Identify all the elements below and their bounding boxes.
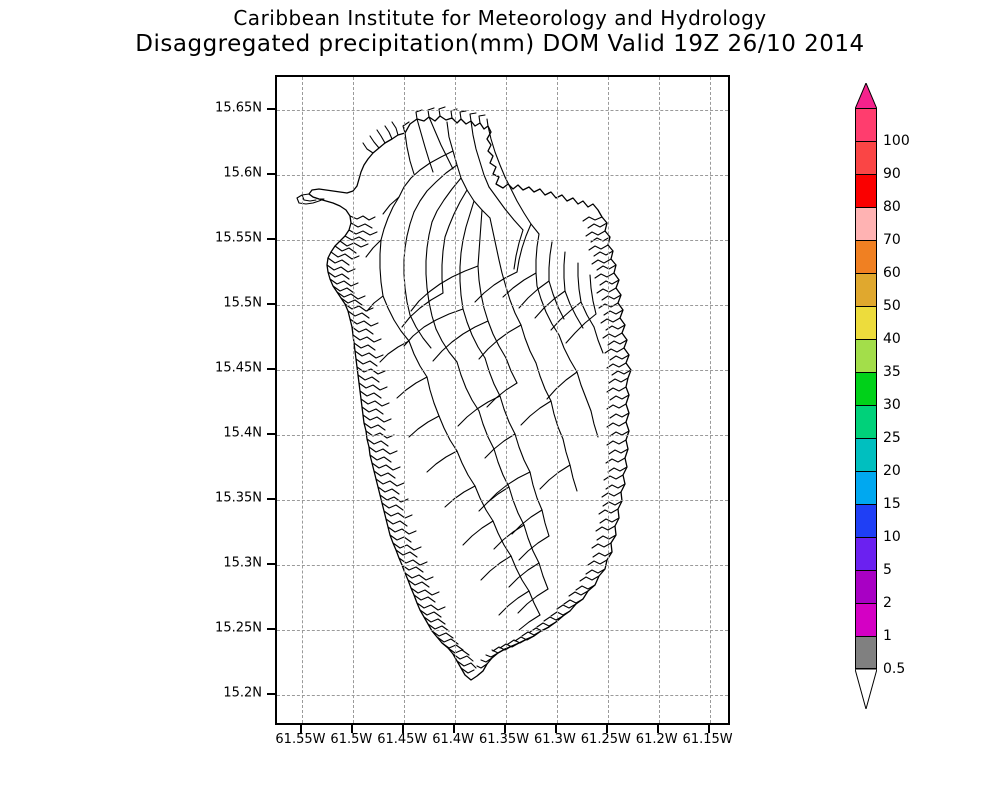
- lon-axis-label: 61.4W: [432, 732, 475, 747]
- lat-tick: [267, 237, 275, 240]
- colorbar-tick-label: 1: [883, 628, 892, 644]
- lat-tick: [267, 367, 275, 370]
- gridline-vertical: [556, 77, 558, 723]
- lat-tick: [267, 302, 275, 305]
- colorbar-band: [855, 603, 877, 636]
- gridline-vertical: [455, 77, 457, 723]
- gridline-vertical: [302, 77, 304, 723]
- gridline-vertical: [353, 77, 355, 723]
- lon-tick: [554, 725, 557, 733]
- colorbar-under-arrow: [855, 669, 877, 709]
- lon-tick: [453, 725, 456, 733]
- colorbar-band: [855, 240, 877, 273]
- lon-axis-label: 61.35W: [478, 732, 530, 747]
- lat-tick: [267, 107, 275, 110]
- lat-tick: [267, 432, 275, 435]
- lon-tick: [707, 725, 710, 733]
- colorbar-tick-label: 80: [883, 199, 901, 215]
- lon-axis-label: 61.25W: [580, 732, 631, 747]
- lat-axis-label: 15.65N: [215, 100, 262, 115]
- title-block: Caribbean Institute for Meteorology and …: [0, 6, 1000, 58]
- colorbar-band: [855, 504, 877, 537]
- lon-tick: [300, 725, 303, 733]
- lon-tick: [351, 725, 354, 733]
- lon-tick: [504, 725, 507, 733]
- colorbar-band: [855, 273, 877, 306]
- gridline-vertical: [404, 77, 406, 723]
- gridline-horizontal: [277, 109, 728, 111]
- colorbar-band: [855, 471, 877, 504]
- gridline-horizontal: [277, 694, 728, 696]
- lat-tick: [267, 497, 275, 500]
- colorbar-band: [855, 537, 877, 570]
- colorbar-band: [855, 141, 877, 174]
- page-title: Disaggregated precipitation(mm) DOM Vali…: [135, 31, 865, 57]
- colorbar-tick-label: 40: [883, 331, 901, 347]
- lat-axis-label: 15.3N: [223, 555, 262, 570]
- gridline-horizontal: [277, 629, 728, 631]
- colorbar-band: [855, 372, 877, 405]
- colorbar-tick-label: 30: [883, 397, 901, 413]
- lat-axis-label: 15.55N: [215, 230, 262, 245]
- colorbar-tick-label: 2: [883, 595, 892, 611]
- precipitation-colorbar[interactable]: [855, 108, 877, 669]
- gridline-horizontal: [277, 369, 728, 371]
- gridline-horizontal: [277, 434, 728, 436]
- colorbar-band: [855, 108, 877, 141]
- lat-axis-label: 15.5N: [223, 295, 262, 310]
- gridline-horizontal: [277, 564, 728, 566]
- gridline-vertical: [607, 77, 609, 723]
- colorbar-band: [855, 174, 877, 207]
- lat-tick: [267, 692, 275, 695]
- colorbar-tick-label: 25: [883, 430, 901, 446]
- colorbar-tick-label: 90: [883, 166, 901, 182]
- colorbar-tick-label: 10: [883, 529, 901, 545]
- colorbar-band: [855, 339, 877, 372]
- lat-axis-label: 15.35N: [215, 490, 262, 505]
- lon-axis-label: 61.5W: [330, 732, 373, 747]
- colorbar-band: [855, 306, 877, 339]
- lat-axis-label: 15.6N: [223, 165, 262, 180]
- colorbar-band: [855, 570, 877, 603]
- dominica-island-map: [296, 106, 632, 681]
- lon-axis-label: 61.3W: [534, 732, 576, 747]
- colorbar-band: [855, 438, 877, 471]
- colorbar-band: [855, 636, 877, 669]
- colorbar-over-arrow: [855, 83, 877, 109]
- lon-axis-label: 61.15W: [682, 732, 733, 747]
- lat-axis-label: 15.25N: [215, 620, 262, 635]
- gridline-vertical: [506, 77, 508, 723]
- lat-tick: [267, 627, 275, 630]
- gridline-vertical: [709, 77, 711, 723]
- lat-axis-label: 15.45N: [215, 360, 262, 375]
- colorbar-band: [855, 207, 877, 240]
- lon-axis-label: 61.2W: [635, 732, 678, 747]
- colorbar-tick-label: 15: [883, 496, 901, 512]
- colorbar-band: [855, 405, 877, 438]
- colorbar-tick-label: 100: [883, 133, 910, 149]
- institute-title: Caribbean Institute for Meteorology and …: [233, 6, 767, 30]
- lat-tick: [267, 562, 275, 565]
- gridline-horizontal: [277, 174, 728, 176]
- colorbar-tick-label: 50: [883, 298, 901, 314]
- lon-tick: [656, 725, 659, 733]
- map-plot-area: [275, 75, 730, 725]
- lon-axis-label: 61.45W: [377, 732, 428, 747]
- colorbar-tick-label: 70: [883, 232, 901, 248]
- gridline-horizontal: [277, 239, 728, 241]
- colorbar-tick-label: 20: [883, 463, 901, 479]
- gridline-horizontal: [277, 499, 728, 501]
- colorbar-tick-label: 35: [883, 364, 901, 380]
- colorbar-tick-label: 60: [883, 265, 901, 281]
- colorbar-tick-label: 0.5: [883, 661, 906, 677]
- lat-tick: [267, 172, 275, 175]
- lat-axis-label: 15.4N: [223, 425, 262, 440]
- lon-axis-label: 61.55W: [275, 732, 326, 747]
- lat-axis-label: 15.2N: [223, 685, 262, 700]
- gridline-vertical: [658, 77, 660, 723]
- colorbar-tick-label: 5: [883, 562, 892, 578]
- lon-tick: [605, 725, 608, 733]
- gridline-horizontal: [277, 304, 728, 306]
- lon-tick: [402, 725, 405, 733]
